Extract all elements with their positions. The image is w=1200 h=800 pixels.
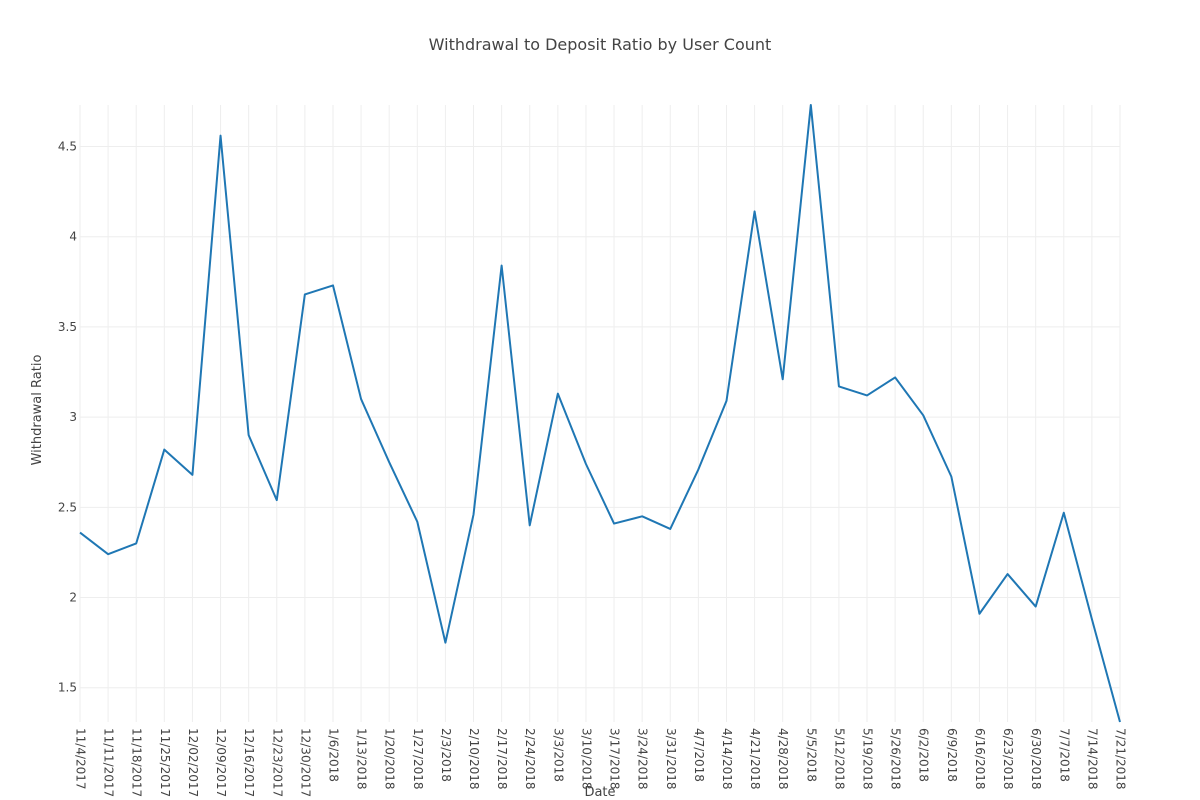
- y-tick-label: 2.5: [58, 500, 77, 514]
- data-point: [191, 474, 193, 476]
- x-tick-label: 5/12/2018: [832, 728, 846, 790]
- data-point: [304, 293, 306, 295]
- data-point: [669, 528, 671, 530]
- data-point: [697, 468, 699, 470]
- data-point: [79, 532, 81, 534]
- x-tick-label: 6/23/2018: [1001, 728, 1015, 790]
- data-point: [220, 135, 222, 137]
- x-tick-label: 5/5/2018: [804, 728, 818, 782]
- x-tick-label: 11/25/2017: [158, 728, 172, 797]
- y-tick-layer: 1.5 2 2.5 3 3.5 4 4.5: [58, 139, 77, 694]
- x-tick-label: 3/17/2018: [608, 728, 622, 790]
- x-tick-label: 2/24/2018: [523, 728, 537, 790]
- data-point: [1091, 618, 1093, 620]
- x-tick-label: 3/24/2018: [636, 728, 650, 790]
- series-line: [79, 104, 1121, 723]
- x-tick-label: 1/27/2018: [411, 728, 425, 790]
- x-tick-label: 1/13/2018: [355, 728, 369, 790]
- data-point: [360, 398, 362, 400]
- x-tick-label: 4/14/2018: [720, 728, 734, 790]
- x-tick-label: 12/16/2017: [242, 728, 256, 797]
- data-point: [473, 514, 475, 516]
- data-point: [501, 265, 503, 267]
- chart-title: Withdrawal to Deposit Ratio by User Coun…: [429, 35, 772, 54]
- x-tick-label: 2/3/2018: [439, 728, 453, 782]
- data-point: [810, 104, 812, 106]
- x-tick-label: 11/11/2017: [102, 728, 116, 797]
- x-tick-label: 1/20/2018: [383, 728, 397, 790]
- x-tick-label: 2/10/2018: [467, 728, 481, 790]
- x-tick-label: 5/26/2018: [889, 728, 903, 790]
- data-point: [388, 461, 390, 463]
- x-tick-label: 12/30/2017: [298, 728, 312, 797]
- data-point: [1119, 721, 1121, 723]
- data-point: [135, 542, 137, 544]
- data-point: [276, 499, 278, 501]
- data-point: [1063, 512, 1065, 514]
- data-point: [754, 210, 756, 212]
- data-point: [922, 414, 924, 416]
- x-tick-label: 6/2/2018: [917, 728, 931, 782]
- x-tick-label: 12/09/2017: [214, 728, 228, 797]
- grid-layer: [79, 105, 1121, 722]
- data-point: [613, 523, 615, 525]
- y-tick-label: 4.5: [58, 139, 77, 153]
- x-tick-label: 5/19/2018: [861, 728, 875, 790]
- y-tick-label: 2: [69, 591, 77, 605]
- data-point: [416, 521, 418, 523]
- x-tick-label: 6/9/2018: [945, 728, 959, 782]
- data-point: [444, 642, 446, 644]
- x-tick-label: 2/17/2018: [495, 728, 509, 790]
- data-point: [1035, 606, 1037, 608]
- x-tick-label: 7/21/2018: [1114, 728, 1128, 790]
- x-tick-label: 7/7/2018: [1057, 728, 1071, 782]
- x-tick-label: 11/4/2017: [74, 728, 88, 790]
- y-tick-label: 4: [69, 230, 77, 244]
- data-point: [332, 284, 334, 286]
- data-point: [838, 385, 840, 387]
- y-tick-label: 1.5: [58, 681, 77, 695]
- x-tick-label: 7/14/2018: [1085, 728, 1099, 790]
- y-axis-label: Withdrawal Ratio: [30, 355, 45, 466]
- data-point: [978, 613, 980, 615]
- x-axis-label: Date: [584, 785, 615, 800]
- data-point: [248, 434, 250, 436]
- data-point: [163, 449, 165, 451]
- y-tick-label: 3.5: [58, 320, 77, 334]
- data-point: [866, 394, 868, 396]
- x-tick-label: 11/18/2017: [130, 728, 144, 797]
- x-tick-label: 6/16/2018: [973, 728, 987, 790]
- y-tick-label: 3: [69, 410, 77, 424]
- data-point: [1007, 573, 1009, 575]
- data-point: [782, 378, 784, 380]
- data-point: [529, 524, 531, 526]
- data-point: [107, 553, 109, 555]
- data-point: [585, 463, 587, 465]
- data-point: [725, 400, 727, 402]
- x-tick-label: 4/28/2018: [776, 728, 790, 790]
- x-tick-label: 12/02/2017: [186, 728, 200, 797]
- x-tick-label: 1/6/2018: [326, 728, 340, 782]
- x-tick-label: 4/21/2018: [748, 728, 762, 790]
- data-point: [641, 515, 643, 517]
- series-layer: [79, 104, 1121, 723]
- x-tick-label: 3/3/2018: [551, 728, 565, 782]
- x-tick-label: 3/31/2018: [664, 728, 678, 790]
- x-tick-label: 6/30/2018: [1029, 728, 1043, 790]
- x-tick-label: 12/23/2017: [270, 728, 284, 797]
- x-tick-label: 3/10/2018: [579, 728, 593, 790]
- data-point: [894, 376, 896, 378]
- data-point: [950, 476, 952, 478]
- x-tick-layer: 11/4/2017 11/11/2017 11/18/2017 11/25/2017 1…: [74, 728, 1128, 797]
- x-tick-label: 4/7/2018: [692, 728, 706, 782]
- data-point: [557, 393, 559, 395]
